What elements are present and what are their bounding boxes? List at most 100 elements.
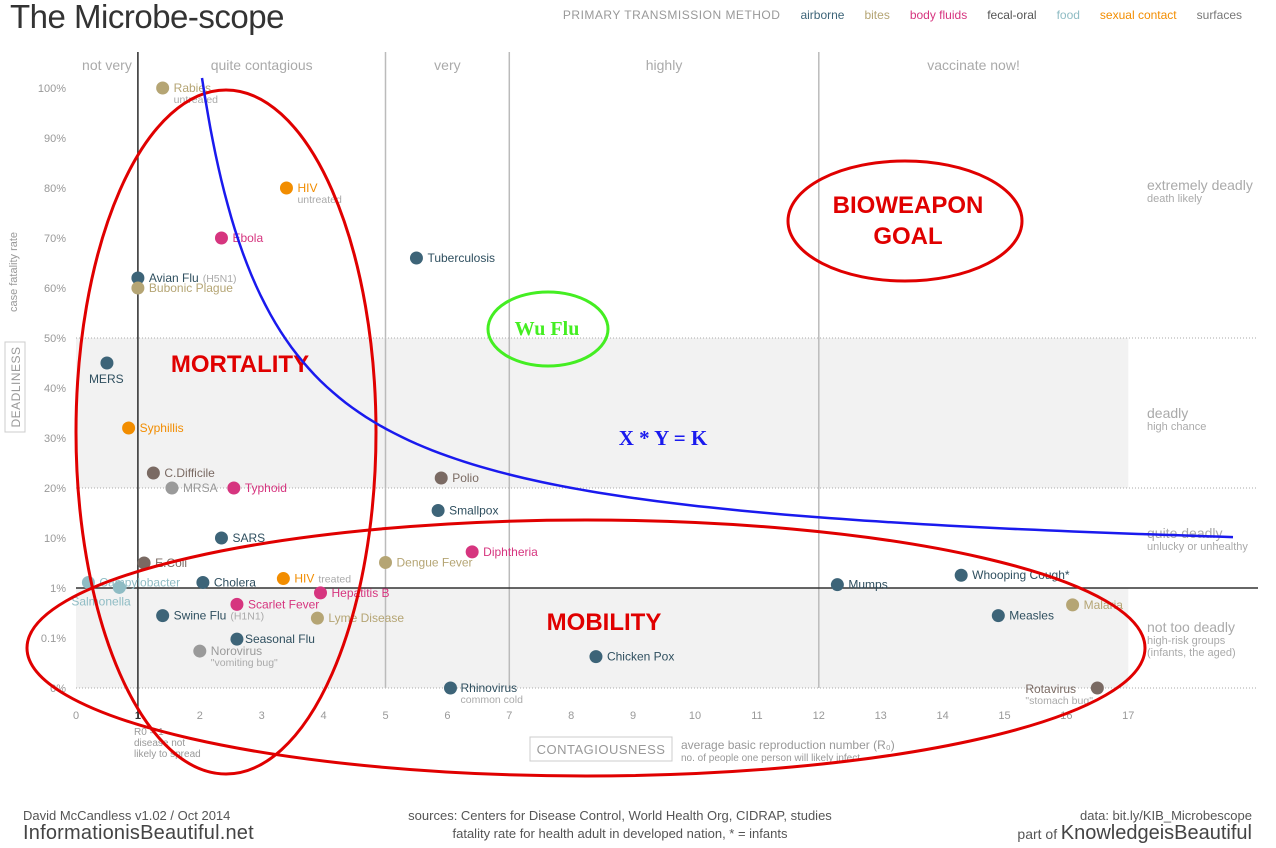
data-point-label: Swine Flu bbox=[174, 609, 227, 623]
data-point-label: Polio bbox=[452, 471, 479, 485]
data-point-label: Seasonal Flu bbox=[245, 632, 315, 646]
data-source: data: bit.ly/KIB_Microbescope bbox=[1080, 808, 1252, 823]
data-point bbox=[830, 578, 844, 592]
x-tick-label: 15 bbox=[998, 710, 1010, 722]
not-too-deadly-band-shade bbox=[76, 588, 1129, 688]
data-point bbox=[146, 466, 160, 480]
x-tick-label: 13 bbox=[875, 710, 887, 722]
data-point-label: Hepatitis B bbox=[332, 586, 390, 600]
x-tick-label: 8 bbox=[568, 710, 574, 722]
data-point-label: Chicken Pox bbox=[607, 650, 674, 664]
deadliness-band-label: extremely deadly bbox=[1147, 177, 1253, 193]
y-tick-label: 1% bbox=[50, 583, 66, 595]
data-point-label: HIV bbox=[294, 572, 314, 586]
r0-note-line: disease not bbox=[134, 738, 185, 749]
bioweapon-annotation-line1: BIOWEAPON bbox=[833, 192, 984, 219]
deadliness-band-sublabel: unlucky or unhealthy bbox=[1147, 541, 1248, 553]
mortality-ellipse bbox=[74, 88, 378, 776]
data-point bbox=[991, 609, 1005, 623]
deadliness-band-label: quite deadly bbox=[1147, 525, 1223, 541]
data-point bbox=[156, 81, 170, 95]
data-point-label: Diphtheria bbox=[483, 545, 538, 559]
site-brand: InformationisBeautiful.net bbox=[23, 822, 254, 844]
legend-surfaces: surfaces bbox=[1196, 8, 1242, 22]
y-label-box bbox=[4, 341, 26, 433]
data-point-label: Malaria bbox=[1084, 598, 1124, 612]
data-point-sublabel: (H5N1) bbox=[203, 273, 237, 285]
legend-fecal-oral: fecal-oral bbox=[987, 8, 1037, 22]
x-tick-label: 7 bbox=[506, 710, 512, 722]
mobility-annotation: MOBILITY bbox=[547, 609, 662, 636]
data-point bbox=[156, 609, 170, 623]
data-point-label: Bubonic Plague bbox=[149, 281, 233, 295]
data-point bbox=[443, 681, 457, 695]
y-tick-label: 0.1% bbox=[41, 633, 66, 645]
data-point-label: Campylobacter bbox=[99, 575, 180, 589]
x-tick-label: 0 bbox=[73, 710, 79, 722]
y-tick-label: 20% bbox=[44, 483, 66, 495]
x-tick-label: 6 bbox=[444, 710, 450, 722]
data-point bbox=[131, 281, 145, 295]
data-point-label: Lyme Disease bbox=[328, 611, 404, 625]
data-point bbox=[1090, 681, 1104, 695]
data-point bbox=[196, 575, 210, 589]
x-tick-label: 3 bbox=[259, 710, 265, 722]
y-tick-label: 50% bbox=[44, 333, 66, 345]
data-point-label: Syphillis bbox=[140, 421, 184, 435]
knowledge-brand: part of KnowledgeisBeautiful bbox=[1017, 822, 1252, 845]
contagion-band-label: vaccinate now! bbox=[927, 57, 1020, 73]
contagion-band-label: quite contagious bbox=[211, 57, 313, 73]
r0-note-line: likely to spread bbox=[134, 749, 201, 760]
data-point-sublabel: treated bbox=[318, 574, 351, 586]
legend-food: food bbox=[1056, 8, 1080, 22]
legend-title: PRIMARY TRANSMISSION METHOD bbox=[562, 8, 781, 22]
contagion-band-label: highly bbox=[646, 57, 683, 73]
data-point-label: C.Difficile bbox=[164, 466, 215, 480]
knowledge-brand-name: KnowledgeisBeautiful bbox=[1060, 822, 1252, 844]
y-tick-label: 80% bbox=[44, 183, 66, 195]
data-point bbox=[431, 504, 445, 517]
data-point-label: Rhinovirus bbox=[460, 681, 517, 695]
y-tick-label: 70% bbox=[44, 233, 66, 245]
data-point-sublabel: "vomiting bug" bbox=[211, 657, 278, 669]
mortality-annotation: MORTALITY bbox=[171, 351, 309, 378]
data-point-label: Salmonella bbox=[71, 594, 131, 608]
x-tick-label: 14 bbox=[936, 710, 948, 722]
data-point-label: SARS bbox=[232, 531, 265, 545]
data-point-label: Scarlet Fever bbox=[248, 597, 319, 611]
data-point bbox=[954, 568, 968, 582]
data-point-label: MERS bbox=[89, 372, 124, 386]
data-point bbox=[409, 251, 423, 265]
part-of-label: part of bbox=[1017, 826, 1058, 842]
sources-line-1: sources: Centers for Disease Control, Wo… bbox=[408, 808, 832, 823]
deadly-band-shade bbox=[76, 338, 1129, 488]
bioweapon-ellipse bbox=[786, 159, 1024, 283]
data-point bbox=[279, 181, 293, 195]
data-point bbox=[314, 586, 328, 600]
x-label-box bbox=[529, 736, 673, 762]
x-tick-label: 9 bbox=[630, 710, 636, 722]
x-tick-label: 12 bbox=[813, 710, 825, 722]
data-point bbox=[214, 231, 228, 245]
bioweapon-annotation-line2: GOAL bbox=[873, 223, 942, 250]
legend-body-fluids: body fluids bbox=[909, 8, 968, 22]
x-tick-label: 5 bbox=[382, 710, 388, 722]
data-point bbox=[214, 531, 228, 545]
data-point-label: Whooping Cough* bbox=[972, 568, 1070, 582]
y-tick-label: 60% bbox=[44, 283, 66, 295]
data-point bbox=[100, 356, 114, 370]
y-tick-label: 40% bbox=[44, 383, 66, 395]
data-point bbox=[131, 271, 145, 285]
x-tick-label: 10 bbox=[689, 710, 701, 722]
data-point-label: Norovirus bbox=[211, 644, 262, 658]
sources-line-2: fatality rate for health adult in develo… bbox=[452, 826, 788, 841]
data-point bbox=[230, 597, 244, 611]
deadliness-band-sublabel: death likely bbox=[1147, 193, 1203, 205]
page-title: The Microbe-scope bbox=[10, 0, 284, 35]
r0-note-line: R0 = 1 bbox=[134, 727, 164, 738]
mobility-ellipse bbox=[25, 518, 1147, 778]
data-point bbox=[122, 421, 136, 435]
deadliness-band-sublabel: (infants, the aged) bbox=[1147, 647, 1236, 659]
x-tick-label: 2 bbox=[197, 710, 203, 722]
